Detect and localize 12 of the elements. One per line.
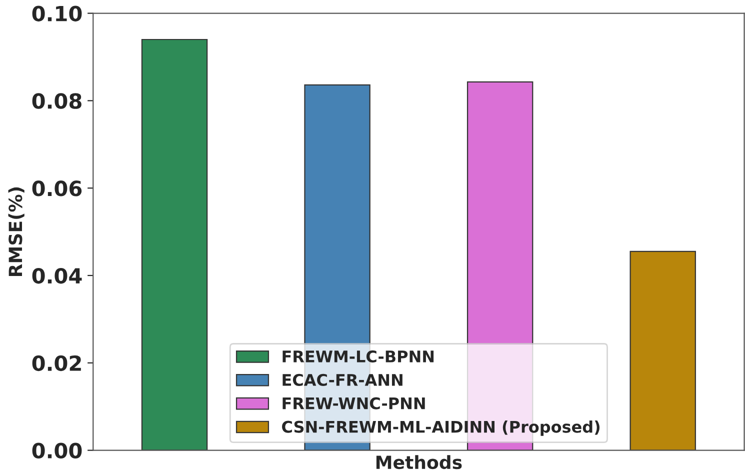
y-axis-title: RMSE(%) bbox=[8, 187, 24, 276]
legend-label: CSN-FREWM-ML-AIDINN (Proposed) bbox=[282, 420, 600, 436]
y-tick-label: 0.10 bbox=[32, 6, 82, 22]
y-tick-label: 0.06 bbox=[32, 180, 82, 196]
legend-label: FREW-WNC-PNN bbox=[282, 397, 425, 410]
y-tick-label: 0.08 bbox=[32, 93, 82, 109]
legend-label: ECAC-FR-ANN bbox=[282, 374, 402, 386]
y-tick-label: 0.04 bbox=[32, 268, 82, 284]
legend-label: FREWM-LC-BPNN bbox=[282, 350, 434, 362]
y-tick-label: 0.00 bbox=[32, 442, 82, 459]
x-axis-title: Methods bbox=[376, 455, 462, 470]
y-tick-label: 0.02 bbox=[32, 355, 81, 372]
